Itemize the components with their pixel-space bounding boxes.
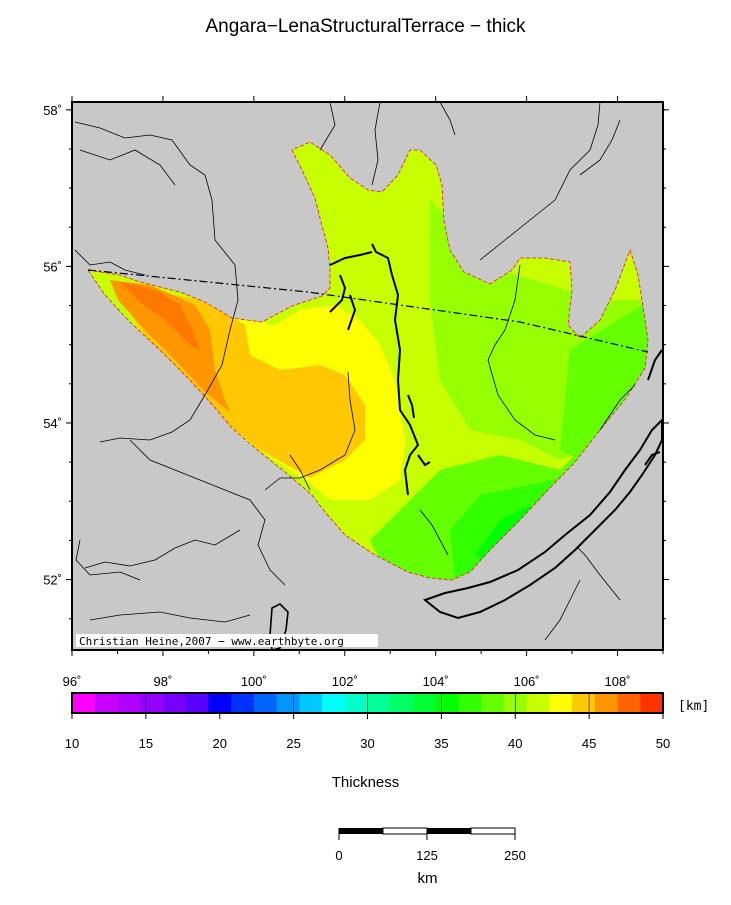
colorbar-swatch	[162, 693, 187, 713]
colorbar-swatch	[231, 693, 255, 713]
lon-tick-label: 98˚	[154, 674, 173, 689]
map-panel: Christian Heine,2007 − www.earthbyte.org	[71, 101, 664, 651]
colorbar-swatch	[572, 693, 596, 713]
lat-tick-label: 54˚	[43, 416, 62, 431]
colorbar-title: Thickness	[331, 774, 400, 791]
lon-tick-label: 104˚	[423, 674, 449, 689]
colorbar-tick-label: 15	[139, 736, 153, 751]
colorbar-tick-label: 50	[656, 736, 670, 751]
colorbar-swatch	[549, 693, 573, 713]
map-frame	[71, 101, 664, 651]
map-title: Angara−LenaStructuralTerrace − thick	[205, 16, 526, 37]
lon-tick-label: 100˚	[241, 674, 267, 689]
lat-tick-label: 58˚	[43, 103, 62, 118]
colorbar-swatch	[435, 693, 459, 713]
colorbar-swatch	[140, 693, 164, 713]
scale-label-125: 125	[416, 848, 438, 863]
lon-tick-label: 102˚	[332, 674, 358, 689]
lat-tick-label: 56˚	[43, 259, 62, 274]
colorbar-swatch	[640, 693, 664, 713]
colorbar-swatch	[94, 693, 118, 713]
colorbar-tick-label: 35	[434, 736, 448, 751]
colorbar-swatch	[458, 693, 482, 713]
lon-tick-label: 106˚	[514, 674, 540, 689]
colorbar-swatch	[367, 693, 391, 713]
colorbar-tick-label: 40	[508, 736, 522, 751]
colorbar-swatch	[299, 693, 323, 713]
colorbar-swatch	[526, 693, 550, 713]
rivers-borders	[74, 101, 636, 641]
colorbar-unit: [km]	[678, 699, 709, 714]
credit-text: Christian Heine,2007 − www.earthbyte.org	[79, 635, 344, 648]
colorbar-tick-label: 45	[582, 736, 596, 751]
credit-box	[76, 634, 378, 647]
colorbar-swatch	[481, 693, 505, 713]
colorbar-swatch	[594, 693, 619, 713]
lon-tick-label: 108˚	[605, 674, 631, 689]
colorbar-swatch	[390, 693, 414, 713]
scale-unit: km	[417, 870, 438, 887]
colorbar-swatch	[117, 693, 141, 713]
colorbar-tick-label: 25	[286, 736, 300, 751]
lat-tick-label: 52˚	[43, 573, 62, 588]
profile-line	[87, 269, 649, 353]
colorbar-tick-label: 30	[360, 736, 374, 751]
colorbar-tick-label: 20	[213, 736, 227, 751]
colorbar-swatch	[617, 693, 641, 713]
colorbar-swatch	[322, 693, 346, 713]
scale-bar: 0 125 250	[335, 827, 526, 863]
colorbar-swatch	[253, 693, 278, 713]
lon-tick-label: 96˚	[63, 674, 82, 689]
colorbar-swatch	[276, 693, 300, 713]
colorbar-swatch	[344, 693, 368, 713]
colorbar-swatch	[185, 693, 209, 713]
scale-label-0: 0	[335, 848, 342, 863]
colorbar-swatch	[72, 693, 96, 713]
scale-label-250: 250	[504, 848, 526, 863]
colorbar: 10 15 20 25 30 35 40 45 50	[65, 692, 670, 751]
colorbar-swatch	[412, 693, 437, 713]
angara-river	[329, 243, 431, 496]
map-axes: 96˚ 98˚ 100˚ 102˚ 104˚ 106˚ 108˚ 52˚ 54˚ 56˚ 58˚	[43, 96, 669, 689]
colorbar-tick-label: 10	[65, 736, 79, 751]
